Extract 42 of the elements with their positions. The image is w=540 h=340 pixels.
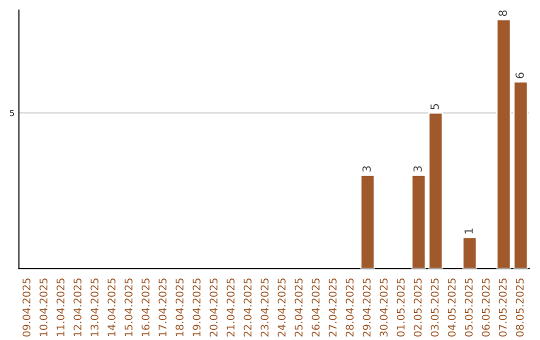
x-tick-label: 30.04.2025 <box>380 278 388 336</box>
x-tick-label: 20.04.2025 <box>210 278 218 337</box>
data-label: 6 <box>516 72 524 78</box>
x-tick-label: 27.04.2025 <box>328 278 337 337</box>
x-tick-label: 15.04.2025 <box>124 278 132 336</box>
x-tick-label: 05.05.2025 <box>464 278 473 337</box>
data-label: 5 <box>430 104 439 110</box>
x-tick-label: 04.05.2025 <box>448 278 456 337</box>
x-tick-label: 13.04.2025 <box>90 278 98 336</box>
bar <box>428 112 444 269</box>
bar <box>513 81 528 269</box>
x-tick-label: 01.05.2025 <box>396 278 405 337</box>
x-tick-label: 29.04.2025 <box>362 278 371 337</box>
data-label: 8 <box>498 10 507 16</box>
x-tick-label: 12.04.2025 <box>74 278 82 336</box>
x-tick-label: 23.04.2025 <box>260 278 269 337</box>
x-tick-label: 21.04.2025 <box>226 278 235 337</box>
bar <box>496 18 512 269</box>
x-tick-label: 09.04.2025 <box>22 278 30 337</box>
x-tick-label: 24.04.2025 <box>278 278 286 337</box>
bar <box>462 236 478 269</box>
x-tick-label: 19.04.2025 <box>192 278 201 336</box>
x-tick-label: 03.05.2025 <box>430 278 439 337</box>
data-label: 1 <box>464 228 473 234</box>
x-tick-label: 10.04.2025 <box>40 278 48 336</box>
x-tick-label: 28.04.2025 <box>346 278 354 337</box>
x-tick-label: 22.04.2025 <box>244 278 252 337</box>
x-tick-label: 07.05.2025 <box>498 278 507 337</box>
data-label: 3 <box>413 166 422 172</box>
bar <box>411 174 426 269</box>
x-tick-label: 16.04.2025 <box>142 278 150 336</box>
x-tick-label: 18.04.2025 <box>176 278 184 336</box>
x-tick-label: 17.04.2025 <box>158 278 167 336</box>
x-tick-label: 11.04.2025 <box>56 278 64 336</box>
x-tick-label: 02.05.2025 <box>414 278 422 337</box>
x-tick-label: 14.04.2025 <box>108 278 116 336</box>
x-tick-label: 26.04.2025 <box>312 278 320 337</box>
x-tick-label: 06.05.2025 <box>482 278 490 337</box>
x-tick-label: 08.05.2025 <box>516 278 524 337</box>
bar <box>360 174 376 269</box>
data-label: 3 <box>362 166 371 172</box>
x-tick-label: 25.04.2025 <box>294 278 303 337</box>
